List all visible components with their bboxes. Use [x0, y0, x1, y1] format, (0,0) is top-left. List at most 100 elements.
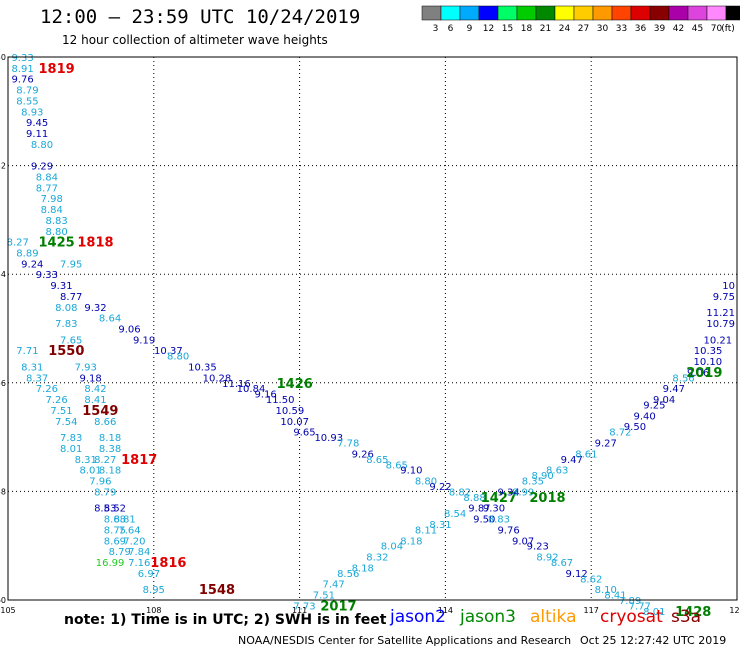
wave-height-value: 8.72: [609, 428, 631, 439]
pass-time-label: 1816: [150, 556, 186, 571]
wave-height-value: 8.84: [41, 205, 63, 216]
y-tick-label--54: -54: [0, 270, 6, 279]
wave-height-value: 8.27: [7, 238, 29, 249]
x-tick-label-114: 114: [438, 606, 453, 615]
wave-height-value: 7.71: [16, 346, 38, 357]
wave-height-value: 9.16: [254, 390, 276, 401]
y-tick-label--60: -60: [0, 596, 6, 605]
wave-height-value: 9.87: [468, 504, 490, 515]
wave-height-value: 8.77: [60, 292, 82, 303]
wave-height-value: 9.45: [26, 118, 48, 129]
scale-label-9: 30: [597, 24, 609, 34]
wave-height-value: 9.75: [713, 292, 735, 303]
wave-height-value: 9.10: [400, 466, 422, 477]
wave-height-value: 8.91: [11, 64, 33, 75]
wave-height-value: 8.65: [386, 460, 408, 471]
scale-box-16: [725, 5, 740, 21]
footer-credit: NOAA/NESDIS Center for Satellite Applica…: [238, 634, 572, 647]
pass-time-label: 1425: [39, 236, 75, 251]
scale-label-1: 6: [448, 24, 454, 34]
wave-height-value: 9.50: [473, 515, 495, 526]
wave-height-value: 9.40: [634, 411, 656, 422]
x-tick-label-117: 117: [584, 606, 599, 615]
grid-layer: [8, 57, 737, 600]
wave-height-value: 9.31: [50, 281, 72, 292]
wave-height-value: 8.88: [463, 493, 485, 504]
pass-time-label: 2019: [686, 366, 722, 381]
wave-height-value: 8.62: [580, 574, 602, 585]
wave-height-value: 9.65: [293, 428, 315, 439]
wave-height-value: 8.89: [16, 248, 38, 259]
scale-label-12: 39: [654, 24, 666, 34]
wave-height-value: 8.56: [337, 569, 359, 580]
wave-height-value: 7.54: [55, 417, 77, 428]
note-text: note: 1) Time is in UTC; 2) SWH is in fe…: [64, 612, 387, 628]
wave-height-value: 9.23: [527, 542, 549, 553]
wave-height-value: 7.47: [322, 580, 344, 591]
wave-height-value: 8.83: [488, 515, 510, 526]
scale-label-7: 24: [559, 24, 571, 34]
wave-height-value: 9.07: [512, 536, 534, 547]
wave-height-value: 7.73: [293, 601, 315, 612]
wave-height-value: 9.04: [653, 395, 675, 406]
wave-height-value: 7.51: [50, 406, 72, 417]
wave-height-value: 7.98: [41, 194, 63, 205]
x-tick-label-108: 108: [146, 606, 161, 615]
wave-height-value: 8.11: [415, 525, 437, 536]
wave-height-value: 8.35: [522, 477, 544, 488]
wave-height-value: 10: [722, 281, 735, 292]
tick-layer: 105 108 111 114 117 120 -50 -52 -54 -56 -58 -60: [0, 53, 740, 615]
wave-height-value: 9.22: [429, 482, 451, 493]
pass-time-label: 1426: [277, 377, 313, 392]
wave-height-value: 7.89: [619, 596, 641, 607]
scale-label-13: 42: [673, 24, 684, 34]
y-tick-label--52: -52: [0, 162, 6, 171]
wave-height-value: 8.77: [36, 183, 58, 194]
wave-height-value: 8.61: [575, 449, 597, 460]
pass-time-label: 2017: [320, 599, 356, 614]
wave-height-value: 9.11: [26, 129, 48, 140]
wave-height-value: 7.96: [89, 477, 111, 488]
wave-height-value: 8.79: [94, 487, 116, 498]
wave-height-value: 8.68: [104, 515, 126, 526]
wave-height-value: 7.65: [60, 335, 82, 346]
scale-label-11: 36: [635, 24, 647, 34]
pass-time-label: 1548: [199, 583, 235, 598]
satellite-s3a: s3a: [671, 607, 702, 627]
wave-height-value: 8.83: [45, 216, 67, 227]
wave-height-value: 8.41: [84, 395, 106, 406]
wave-height-value: 7.95: [60, 259, 82, 270]
plot-frame: [7, 56, 738, 601]
footer-timestamp: Oct 25 12:27:42 UTC 2019: [580, 634, 727, 647]
wave-height-value: 10.59: [276, 406, 305, 417]
wave-height-value: 9.26: [352, 449, 374, 460]
wave-height-value: 8.18: [400, 536, 422, 547]
wave-height-value: 7.20: [123, 536, 145, 547]
wave-height-value: 9.30: [483, 504, 505, 515]
wave-height-value: 8.31: [21, 363, 43, 374]
wave-height-value: 8.56: [672, 373, 694, 384]
wave-height-value: 8.42: [84, 384, 106, 395]
scale-unit: (ft): [721, 24, 735, 34]
wave-height-value: 8.01: [643, 607, 665, 618]
wave-height-value: 8.67: [551, 558, 573, 569]
wave-height-value: 8.31: [75, 455, 97, 466]
wave-height-value: 9.06: [687, 368, 709, 379]
wave-height-value: 8.92: [536, 553, 558, 564]
wave-height-value: 8.37: [26, 373, 48, 384]
wave-height-value: 8.01: [60, 444, 82, 455]
scale-label-0: 3: [433, 24, 439, 34]
wave-height-value: 8.65: [366, 455, 388, 466]
wave-height-value: 9.06: [118, 325, 140, 336]
wave-height-value: 10.79: [706, 319, 735, 330]
scale-label-2: 9: [467, 24, 473, 34]
pass-time-label: 1818: [77, 236, 113, 251]
wave-height-value: 8.66: [94, 417, 116, 428]
wave-height-value: 10.35: [694, 346, 723, 357]
wave-height-value: 9.76: [497, 525, 519, 536]
wave-height-value: 11.50: [266, 395, 295, 406]
pass-time-label: 1817: [121, 453, 157, 468]
wave-height-value: 7.64: [118, 525, 140, 536]
wave-height-value: 10.84: [237, 384, 266, 395]
satellite-altika: altika: [530, 607, 577, 627]
